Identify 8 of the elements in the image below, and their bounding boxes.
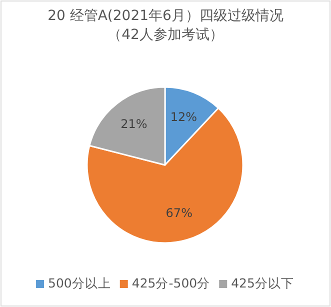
data-label: 12%: [170, 110, 197, 124]
data-label: 21%: [120, 117, 148, 132]
chart-subtitle: （42人参加考试）: [108, 26, 224, 43]
chart-title: 20 经管A(2021年6月）四级过级情况: [48, 8, 284, 24]
legend-label: 425分-500分: [132, 275, 210, 290]
legend-label: 500分以上: [48, 275, 111, 290]
data-label: 67%: [166, 206, 192, 220]
legend-label: 425分以下: [231, 275, 294, 290]
